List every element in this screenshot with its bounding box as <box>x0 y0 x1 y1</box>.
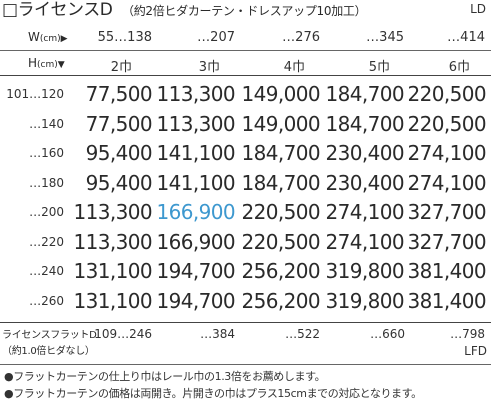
price-cell: 113,300 <box>73 200 152 224</box>
price-cell: 149,000 <box>241 111 320 136</box>
price-cell: 184,700 <box>325 111 404 136</box>
price-cell: 113,300 <box>156 111 235 136</box>
height-range-label: …220 <box>29 234 64 249</box>
price-cell: 131,100 <box>73 288 152 313</box>
price-cell: 381,400 <box>407 259 486 283</box>
price-cell: 256,200 <box>241 259 320 283</box>
price-cell: 256,200 <box>241 288 320 313</box>
price-cell: 220,500 <box>407 82 486 106</box>
width-col-2: …207 <box>197 30 235 45</box>
flat-width-5: …798 <box>450 327 485 341</box>
note-1: ●フラットカーテンの仕上り巾はレール巾の1.3倍をお薦めします。 <box>4 370 326 383</box>
height-range-label: 101…120 <box>6 87 64 101</box>
height-range-label: …140 <box>29 116 64 131</box>
flat-width-3: …522 <box>285 327 320 341</box>
price-cell: 194,700 <box>156 288 235 313</box>
width-col-3: …276 <box>282 30 320 45</box>
product-title: □ライセンスD <box>2 0 113 20</box>
flat-code: LFD <box>464 344 487 358</box>
panel-col-2: 3巾 <box>198 60 220 75</box>
price-cell: 230,400 <box>325 141 404 165</box>
table-row: …260 131,100 194,700 256,200 319,800 381,400 <box>0 288 491 316</box>
price-cell: 274,100 <box>325 200 404 224</box>
panel-col-4: 5巾 <box>368 60 390 75</box>
table-row: …180 95,400 141,100 184,700 230,400 274,100 <box>0 170 491 198</box>
panel-col-5: 6巾 <box>448 60 470 75</box>
flat-sublabel: （約1.0倍ヒダなし） <box>2 346 95 357</box>
panel-col-1: 2巾 <box>110 60 132 75</box>
price-cell: 141,100 <box>156 170 235 195</box>
height-axis-label: H(cm)▼ <box>28 56 65 70</box>
price-cell: 319,800 <box>325 288 404 313</box>
product-code: LD <box>470 2 486 16</box>
price-cell: 327,700 <box>407 229 486 254</box>
divider <box>0 50 491 51</box>
price-cell: 381,400 <box>407 288 486 313</box>
divider <box>0 75 491 76</box>
price-cell: 77,500 <box>85 82 153 106</box>
price-cell: 220,500 <box>241 229 320 254</box>
table-row: …220 113,300 166,900 220,500 274,100 327,700 <box>0 229 491 257</box>
width-col-1: 55…138 <box>97 30 152 45</box>
panel-col-3: 4巾 <box>283 60 305 75</box>
price-cell: 184,700 <box>241 170 320 195</box>
price-cell: 141,100 <box>156 141 235 165</box>
price-cell: 113,300 <box>156 82 235 106</box>
title-bar: □ライセンスD （約2倍ヒダカーテン・ドレスアップ10加工） LD <box>2 0 490 22</box>
flat-width-4: …660 <box>370 327 405 341</box>
price-cell: 220,500 <box>407 111 486 136</box>
table-row: 101…120 77,500 113,300 149,000 184,700 220,50… <box>0 81 491 109</box>
height-range-label: …260 <box>29 293 64 308</box>
product-subtitle: （約2倍ヒダカーテン・ドレスアップ10加工） <box>122 4 367 18</box>
price-cell: 95,400 <box>85 170 153 195</box>
price-cell: 166,900 <box>156 200 235 224</box>
price-cell: 131,100 <box>73 259 152 283</box>
price-cell: 220,500 <box>241 200 320 224</box>
price-cell: 230,400 <box>325 170 404 195</box>
height-range-label: …180 <box>29 175 64 190</box>
note-2: ●フラットカーテンの価格は両開き。片開きの巾はプラス15cmまでの対応となります… <box>4 387 422 400</box>
divider <box>0 364 491 365</box>
flat-curtain-row: ライセンスフラットD （約1.0倍ヒダなし） 109…246 …384 …522… <box>0 322 491 362</box>
width-axis-label: W(cm)▶ <box>28 30 68 44</box>
price-cell: 194,700 <box>156 259 235 283</box>
flat-width-2: …384 <box>200 327 235 341</box>
price-cell: 166,900 <box>156 229 235 254</box>
height-range-label: …240 <box>29 264 64 278</box>
height-range-label: …200 <box>29 205 64 219</box>
height-range-label: …160 <box>29 146 64 160</box>
table-row: …160 95,400 141,100 184,700 230,400 274,100 <box>0 140 491 168</box>
flat-width-1: 109…246 <box>94 327 152 341</box>
price-cell: 274,100 <box>407 141 486 165</box>
width-col-5: …414 <box>447 30 485 45</box>
table-row: …140 77,500 113,300 149,000 184,700 220,500 <box>0 111 491 139</box>
table-row: …240 131,100 194,700 256,200 319,800 381,400 <box>0 258 491 286</box>
width-header-row: W(cm)▶ 55…138 …207 …276 …345 …414 <box>0 28 491 48</box>
price-cell: 327,700 <box>407 200 486 224</box>
price-cell: 95,400 <box>85 141 153 165</box>
price-cell: 274,100 <box>407 170 486 195</box>
width-col-4: …345 <box>366 30 404 45</box>
price-cell: 184,700 <box>325 82 404 106</box>
price-cell: 319,800 <box>325 259 404 283</box>
divider <box>0 322 491 323</box>
price-cell: 184,700 <box>241 141 320 165</box>
table-row: …200 113,300 166,900 220,500 274,100 327,700 <box>0 199 491 227</box>
price-cell: 149,000 <box>241 82 320 106</box>
price-cell: 274,100 <box>325 229 404 254</box>
flat-label: ライセンスフラットD <box>2 330 97 341</box>
panel-header-row: H(cm)▼ 2巾 3巾 4巾 5巾 6巾 <box>0 54 491 75</box>
price-cell: 113,300 <box>73 229 152 254</box>
price-cell: 77,500 <box>85 111 153 136</box>
